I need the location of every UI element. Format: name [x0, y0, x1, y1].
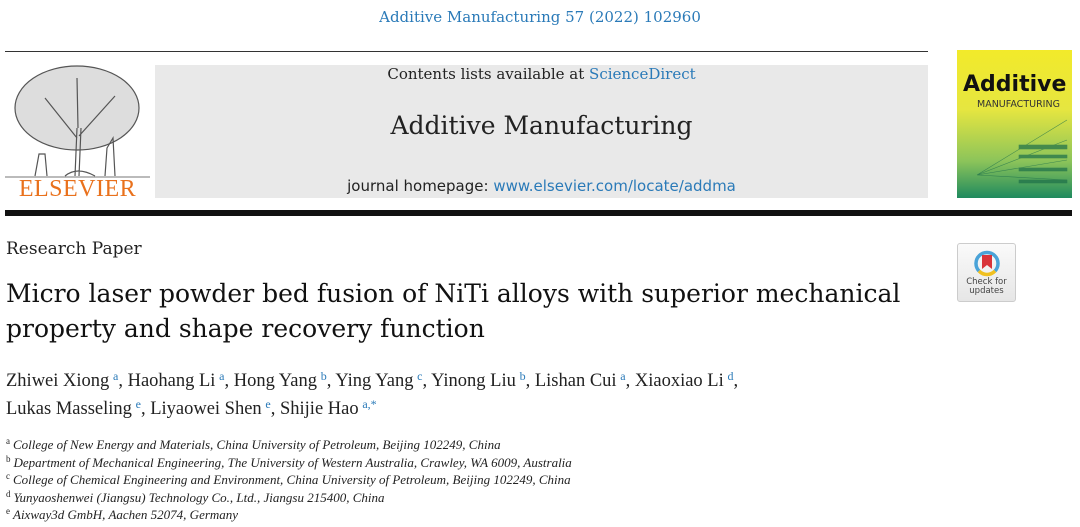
author-name[interactable]: Yinong Liu	[431, 371, 516, 391]
affiliation-list: a College of New Energy and Materials, Ch…	[6, 436, 946, 524]
cover-graphic	[976, 119, 1068, 184]
author-list: Zhiwei Xiong a, Haohang Li a, Hong Yang …	[6, 369, 739, 419]
author-name[interactable]: Liyaowei Shen	[150, 399, 262, 419]
author-name[interactable]: Haohang Li	[127, 371, 216, 391]
affiliation-key: a	[6, 436, 10, 446]
affiliation-marker[interactable]: a	[219, 369, 225, 383]
affiliation-item: b Department of Mechanical Engineering, T…	[6, 454, 946, 472]
journal-reference[interactable]: Additive Manufacturing 57 (2022) 102960	[379, 8, 701, 26]
author-name[interactable]: Zhiwei Xiong	[6, 371, 110, 391]
affiliation-marker[interactable]: a	[113, 369, 119, 383]
cover-title: Additive	[963, 72, 1067, 97]
author-name[interactable]: Shijie Hao	[279, 399, 359, 419]
affiliation-marker[interactable]: e	[265, 397, 271, 411]
author-name[interactable]: Xiaoxiao Li	[634, 371, 724, 391]
affiliation-item: e Aixway3d GmbH, Aachen 52074, Germany	[6, 506, 946, 524]
affiliation-key: b	[6, 453, 11, 464]
check-updates-icon	[974, 250, 1000, 277]
affiliation-marker[interactable]: e	[135, 397, 141, 411]
author-name[interactable]: Hong Yang	[233, 371, 318, 391]
affiliation-text: Department of Mechanical Engineering, Th…	[13, 454, 572, 470]
affiliation-text: College of New Energy and Materials, Chi…	[13, 437, 501, 452]
elsevier-tree-logo	[5, 65, 150, 178]
affiliation-marker[interactable]: d	[727, 369, 734, 383]
journal-cover-image[interactable]: Additive MANUFACTURING	[957, 50, 1072, 198]
affiliation-marker[interactable]: a	[620, 369, 626, 383]
elsevier-wordmark: ELSEVIER	[18, 176, 137, 202]
affiliation-marker[interactable]: b	[320, 369, 327, 383]
affiliation-item: a College of New Energy and Materials, Ch…	[6, 436, 946, 454]
affiliation-key: c	[6, 471, 10, 481]
article-title: Micro laser powder bed fusion of NiTi al…	[6, 279, 901, 343]
affiliation-key: e	[6, 506, 10, 516]
contents-text: Contents lists available at	[387, 65, 590, 83]
check-for-updates-button[interactable]: Check for updates	[957, 243, 1016, 302]
affiliation-item: d Yunyaoshenwei (Jiangsu) Technology Co.,…	[6, 489, 946, 507]
affiliation-marker[interactable]: a,*	[362, 397, 377, 411]
sciencedirect-link[interactable]: ScienceDirect	[589, 65, 696, 83]
affiliation-text: Aixway3d GmbH, Aachen 52074, Germany	[13, 507, 239, 522]
cover-subtitle: MANUFACTURING	[977, 99, 1060, 110]
journal-header-box: Contents lists available at ScienceDirec…	[155, 65, 928, 198]
header-rule	[5, 210, 1072, 216]
author-name[interactable]: Ying Yang	[335, 371, 414, 391]
homepage-link[interactable]: www.elsevier.com/locate/addma	[493, 177, 736, 195]
affiliation-text: College of Chemical Engineering and Envi…	[13, 472, 571, 487]
affiliation-marker[interactable]: c	[417, 369, 423, 383]
journal-name: Additive Manufacturing	[390, 111, 693, 140]
author-name[interactable]: Lishan Cui	[534, 371, 617, 391]
check-updates-label: Check for updates	[966, 277, 1007, 296]
homepage-label: journal homepage:	[347, 177, 494, 195]
affiliation-item: c College of Chemical Engineering and Env…	[6, 471, 946, 489]
article-type: Research Paper	[6, 239, 142, 259]
divider	[5, 51, 928, 52]
affiliation-marker[interactable]: b	[519, 369, 526, 383]
affiliation-key: d	[6, 488, 11, 499]
affiliation-text: Yunyaoshenwei (Jiangsu) Technology Co., …	[13, 489, 385, 505]
author-name[interactable]: Lukas Masseling	[6, 399, 132, 419]
